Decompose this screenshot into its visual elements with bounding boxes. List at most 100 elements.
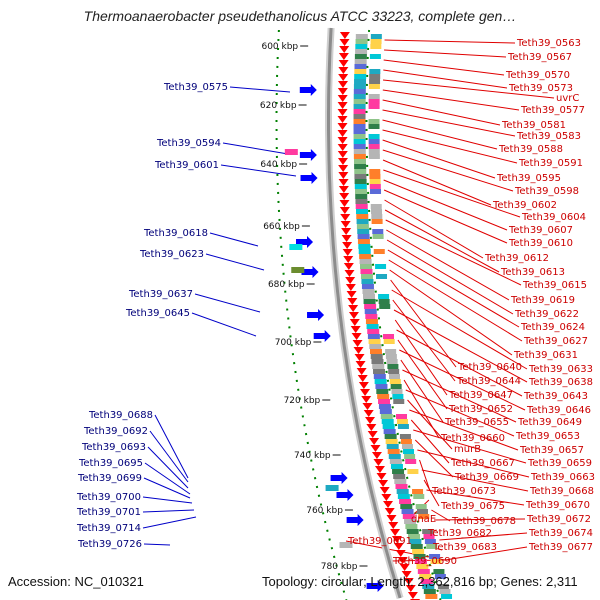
feature-block [361, 284, 374, 289]
feature-block [382, 424, 395, 429]
right-gene-label: Teth39_0624 [520, 322, 585, 333]
right-leader-line [382, 139, 496, 179]
forward-gene-arrow [350, 326, 361, 333]
right-gene-label: Teth39_0691 [347, 536, 412, 547]
right-gene-label: Teth39_0663 [530, 472, 595, 483]
reverse-gene-arrow [336, 489, 354, 501]
accession-text: Accession: NC_010321 [8, 574, 144, 589]
forward-gene-arrow [366, 424, 377, 431]
right-gene-label: Teth39_0653 [515, 431, 580, 442]
forward-gene-arrow [343, 263, 354, 270]
feature-block [429, 554, 441, 559]
feature-block [364, 304, 377, 309]
feature-block [388, 454, 401, 459]
feature-block [379, 304, 391, 309]
feature-block [355, 189, 368, 194]
right-leader-line [384, 49, 507, 58]
right-gene-label: Teth39_0644 [456, 376, 521, 387]
feature-block [403, 449, 415, 454]
feature-block [394, 479, 407, 484]
feature-block [359, 259, 372, 264]
feature-block [393, 474, 406, 479]
right-gene-label: Teth39_0627 [523, 336, 588, 347]
feature-block [354, 59, 367, 64]
feature-block [383, 334, 395, 339]
feature-block [423, 534, 435, 539]
right-gene-labels: Teth39_0563 Teth39_0567 Teth39_0570 Teth39_… [347, 38, 595, 567]
forward-gene-arrow [353, 347, 364, 354]
right-leader-line [386, 229, 510, 301]
left-leader-line [229, 86, 291, 93]
kbp-label: 680 kbp [268, 280, 305, 290]
right-gene-label: Teth39_0622 [514, 309, 579, 320]
feature-block [369, 179, 381, 184]
kbp-label: 740 kbp [294, 451, 331, 461]
forward-gene-arrow [337, 116, 348, 123]
forward-gene-arrow [337, 88, 348, 95]
left-leader-line [194, 293, 261, 313]
feature-block [373, 374, 386, 379]
right-gene-label: Teth39_0652 [448, 404, 513, 415]
forward-gene-arrow [393, 543, 404, 550]
feature-block [369, 74, 381, 79]
right-leader-line [444, 546, 528, 561]
right-gene-label: Teth39_0633 [528, 364, 593, 375]
left-gene-label: Teth39_0594 [156, 138, 221, 149]
forward-gene-arrow [345, 277, 356, 284]
feature-block [357, 234, 370, 239]
forward-gene-arrow [376, 473, 387, 480]
forward-gene-arrow [342, 249, 353, 256]
right-leader-line [397, 339, 448, 410]
feature-block [354, 179, 367, 184]
right-leader-line [382, 159, 492, 206]
left-gene-label: Teth39_0688 [88, 410, 153, 421]
forward-gene-arrow [354, 354, 365, 361]
forward-gene-arrow [339, 32, 350, 39]
feature-block [368, 139, 380, 144]
right-gene-label: Teth39_0570 [505, 70, 570, 81]
kbp-label: 660 kbp [263, 222, 300, 232]
right-leader-line [407, 399, 453, 450]
feature-block [370, 34, 382, 39]
right-gene-label: Teth39_0595 [496, 173, 561, 184]
feature-block [375, 264, 387, 269]
forward-gene-arrow [337, 81, 348, 88]
feature-block [354, 54, 367, 59]
reverse-gene-arrow [307, 309, 325, 321]
left-leader-line [191, 312, 257, 337]
feature-block [356, 219, 369, 224]
feature-block [360, 264, 373, 269]
feature-block [357, 239, 370, 244]
feature-block [355, 199, 368, 204]
feature-block [439, 589, 451, 594]
right-leader-line [383, 59, 505, 76]
forward-gene-arrow [356, 368, 367, 375]
feature-block [362, 289, 375, 294]
forward-gene-arrow [338, 60, 349, 67]
feature-block [353, 94, 366, 99]
kbp-label: 760 kbp [306, 506, 343, 516]
right-gene-label: Teth39_0615 [522, 280, 587, 291]
forward-gene-arrow [337, 151, 348, 158]
reverse-feature-block [291, 267, 305, 273]
feature-block [407, 469, 419, 474]
feature-block [434, 574, 446, 579]
right-gene-label: Teth39_0682 [427, 528, 492, 539]
feature-block [357, 229, 370, 234]
feature-block [392, 469, 405, 474]
feature-block [380, 414, 393, 419]
feature-block [381, 419, 394, 424]
feature-block [355, 39, 368, 44]
forward-gene-arrow [388, 522, 399, 529]
forward-gene-arrow [339, 207, 350, 214]
right-gene-label: Teth39_0659 [527, 458, 592, 469]
right-gene-label: Teth39_0612 [484, 253, 549, 264]
feature-block [378, 404, 391, 409]
left-leader-line [147, 446, 189, 489]
feature-block [372, 364, 385, 369]
forward-gene-arrow [355, 361, 366, 368]
right-leader-line [390, 279, 457, 368]
reverse-feature-block [284, 149, 298, 155]
forward-gene-arrow [379, 487, 390, 494]
right-gene-label: Teth39_0669 [454, 472, 519, 483]
